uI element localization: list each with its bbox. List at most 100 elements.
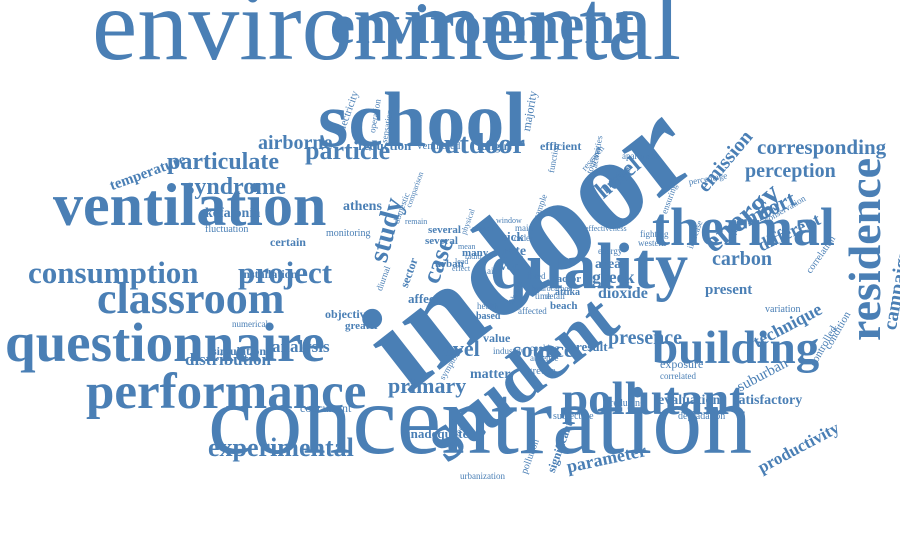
cloud-word: kefalonia bbox=[205, 206, 261, 222]
cloud-word: hydrocarbon bbox=[532, 284, 573, 294]
cloud-word: environmental bbox=[92, 0, 682, 83]
cloud-word: affect bbox=[408, 290, 440, 306]
cloud-word: attika bbox=[555, 286, 580, 298]
cloud-word: installation bbox=[240, 266, 298, 281]
cloud-word: main bbox=[515, 223, 533, 234]
cloud-word: fighting bbox=[640, 229, 669, 240]
cloud-word: several bbox=[428, 223, 461, 236]
cloud-word: effectiveness bbox=[585, 224, 627, 234]
cloud-word: many bbox=[462, 246, 489, 259]
cloud-word: degradation bbox=[678, 410, 726, 422]
cloud-word: ventilation bbox=[53, 172, 327, 238]
cloud-word: experimental bbox=[208, 432, 354, 462]
cloud-word: outdoor bbox=[430, 129, 525, 161]
cloud-word: concentration bbox=[208, 364, 753, 475]
cloud-word: area bbox=[595, 257, 622, 273]
cloud-word: mean bbox=[458, 242, 476, 252]
cloud-word: particulate bbox=[167, 148, 279, 175]
cloud-word: window bbox=[496, 216, 522, 226]
cloud-word: based bbox=[476, 310, 501, 322]
cloud-word: matter bbox=[470, 367, 511, 383]
cloud-word: fluctuation bbox=[205, 223, 249, 235]
cloud-word: energy bbox=[598, 246, 623, 257]
cloud-word: dioxide bbox=[598, 285, 648, 303]
cloud-word: ventilated bbox=[417, 139, 461, 152]
cloud-word: pollutant bbox=[562, 373, 745, 426]
cloud-word: level bbox=[437, 336, 480, 362]
cloud-word: sick bbox=[502, 228, 524, 244]
cloud-word: carbon bbox=[712, 248, 772, 270]
cloud-word: season bbox=[472, 224, 494, 234]
cloud-word: athens bbox=[343, 199, 382, 215]
cloud-word: comparison bbox=[404, 170, 426, 209]
cloud-word: order bbox=[514, 233, 533, 244]
cloud-word: greater bbox=[345, 319, 379, 332]
cloud-word: satisfactory bbox=[733, 393, 803, 409]
cloud-word: greece bbox=[527, 364, 556, 377]
cloud-word: monitoring bbox=[326, 227, 371, 239]
cloud-word: affected bbox=[518, 306, 547, 317]
cloud-word: building bbox=[652, 322, 820, 375]
cloud-word: urban bbox=[435, 257, 464, 270]
cloud-word: several bbox=[425, 234, 458, 247]
cloud-word: lead bbox=[455, 257, 469, 267]
cloud-word: effect bbox=[452, 264, 471, 274]
cloud-word: time bbox=[535, 291, 551, 302]
cloud-word: present bbox=[705, 282, 753, 299]
cloud-word: health bbox=[477, 301, 499, 312]
cloud-word: perception bbox=[745, 160, 836, 182]
cloud-word: inadequate bbox=[407, 425, 469, 441]
cloud-word: productivity bbox=[754, 417, 843, 477]
cloud-word: questionnaire bbox=[5, 312, 325, 374]
cloud-word: evaluation bbox=[658, 393, 721, 409]
cloud-word: value bbox=[483, 330, 511, 345]
cloud-word: consumption bbox=[28, 254, 199, 290]
cloud-word: certain bbox=[270, 234, 306, 249]
cloud-word: result bbox=[576, 338, 608, 354]
cloud-word: subjective bbox=[553, 410, 594, 422]
cloud-word: fungus bbox=[477, 138, 512, 153]
cloud-word: classroom bbox=[97, 273, 285, 323]
cloud-word: analysis bbox=[272, 336, 330, 356]
cloud-word: correlated bbox=[660, 371, 696, 382]
cloud-word: syndrome bbox=[185, 173, 286, 200]
cloud-word: exposure bbox=[660, 356, 704, 371]
cloud-word: rate bbox=[502, 244, 527, 260]
cloud-word: beach bbox=[550, 299, 578, 312]
cloud-word: reduction bbox=[358, 137, 412, 153]
cloud-word: reducing bbox=[610, 397, 645, 409]
cloud-word: distribution bbox=[185, 349, 271, 369]
cloud-word: industry bbox=[493, 346, 523, 357]
cloud-word: measurement bbox=[205, 0, 620, 3]
cloud-word: absence bbox=[530, 353, 559, 364]
cloud-word: voc bbox=[500, 257, 519, 273]
cloud-word: school bbox=[318, 75, 527, 163]
cloud-word: performance bbox=[86, 363, 367, 420]
cloud-word: variation bbox=[765, 303, 801, 315]
cloud-word: quality bbox=[490, 229, 689, 303]
cloud-word: simulation bbox=[212, 343, 267, 358]
cloud-word: corresponding bbox=[757, 135, 887, 160]
cloud-word: numerical bbox=[232, 319, 268, 330]
cloud-word: remain bbox=[405, 217, 428, 227]
cloud-word: efficient bbox=[540, 138, 582, 153]
cloud-word: concurrent bbox=[300, 400, 352, 415]
cloud-word: presence bbox=[608, 327, 683, 349]
cloud-word: objective bbox=[325, 306, 371, 321]
cloud-word: airborne bbox=[258, 132, 333, 154]
cloud-word: environment bbox=[330, 0, 634, 57]
cloud-word: project bbox=[238, 254, 333, 290]
cloud-word: radio bbox=[465, 252, 482, 262]
cloud-word: thermal bbox=[652, 197, 835, 258]
cloud-word: western bbox=[638, 238, 666, 249]
cloud-word: greek bbox=[592, 266, 635, 287]
cloud-word: aim bbox=[487, 266, 501, 277]
cloud-word: particle bbox=[305, 135, 391, 165]
cloud-word: cooking bbox=[530, 343, 559, 354]
cloud-word: fixed bbox=[527, 271, 546, 282]
cloud-word: source bbox=[513, 337, 574, 363]
cloud-word: urbanization bbox=[460, 471, 505, 482]
cloud-word: detail bbox=[545, 291, 565, 302]
cloud-word: apartment bbox=[622, 151, 658, 162]
